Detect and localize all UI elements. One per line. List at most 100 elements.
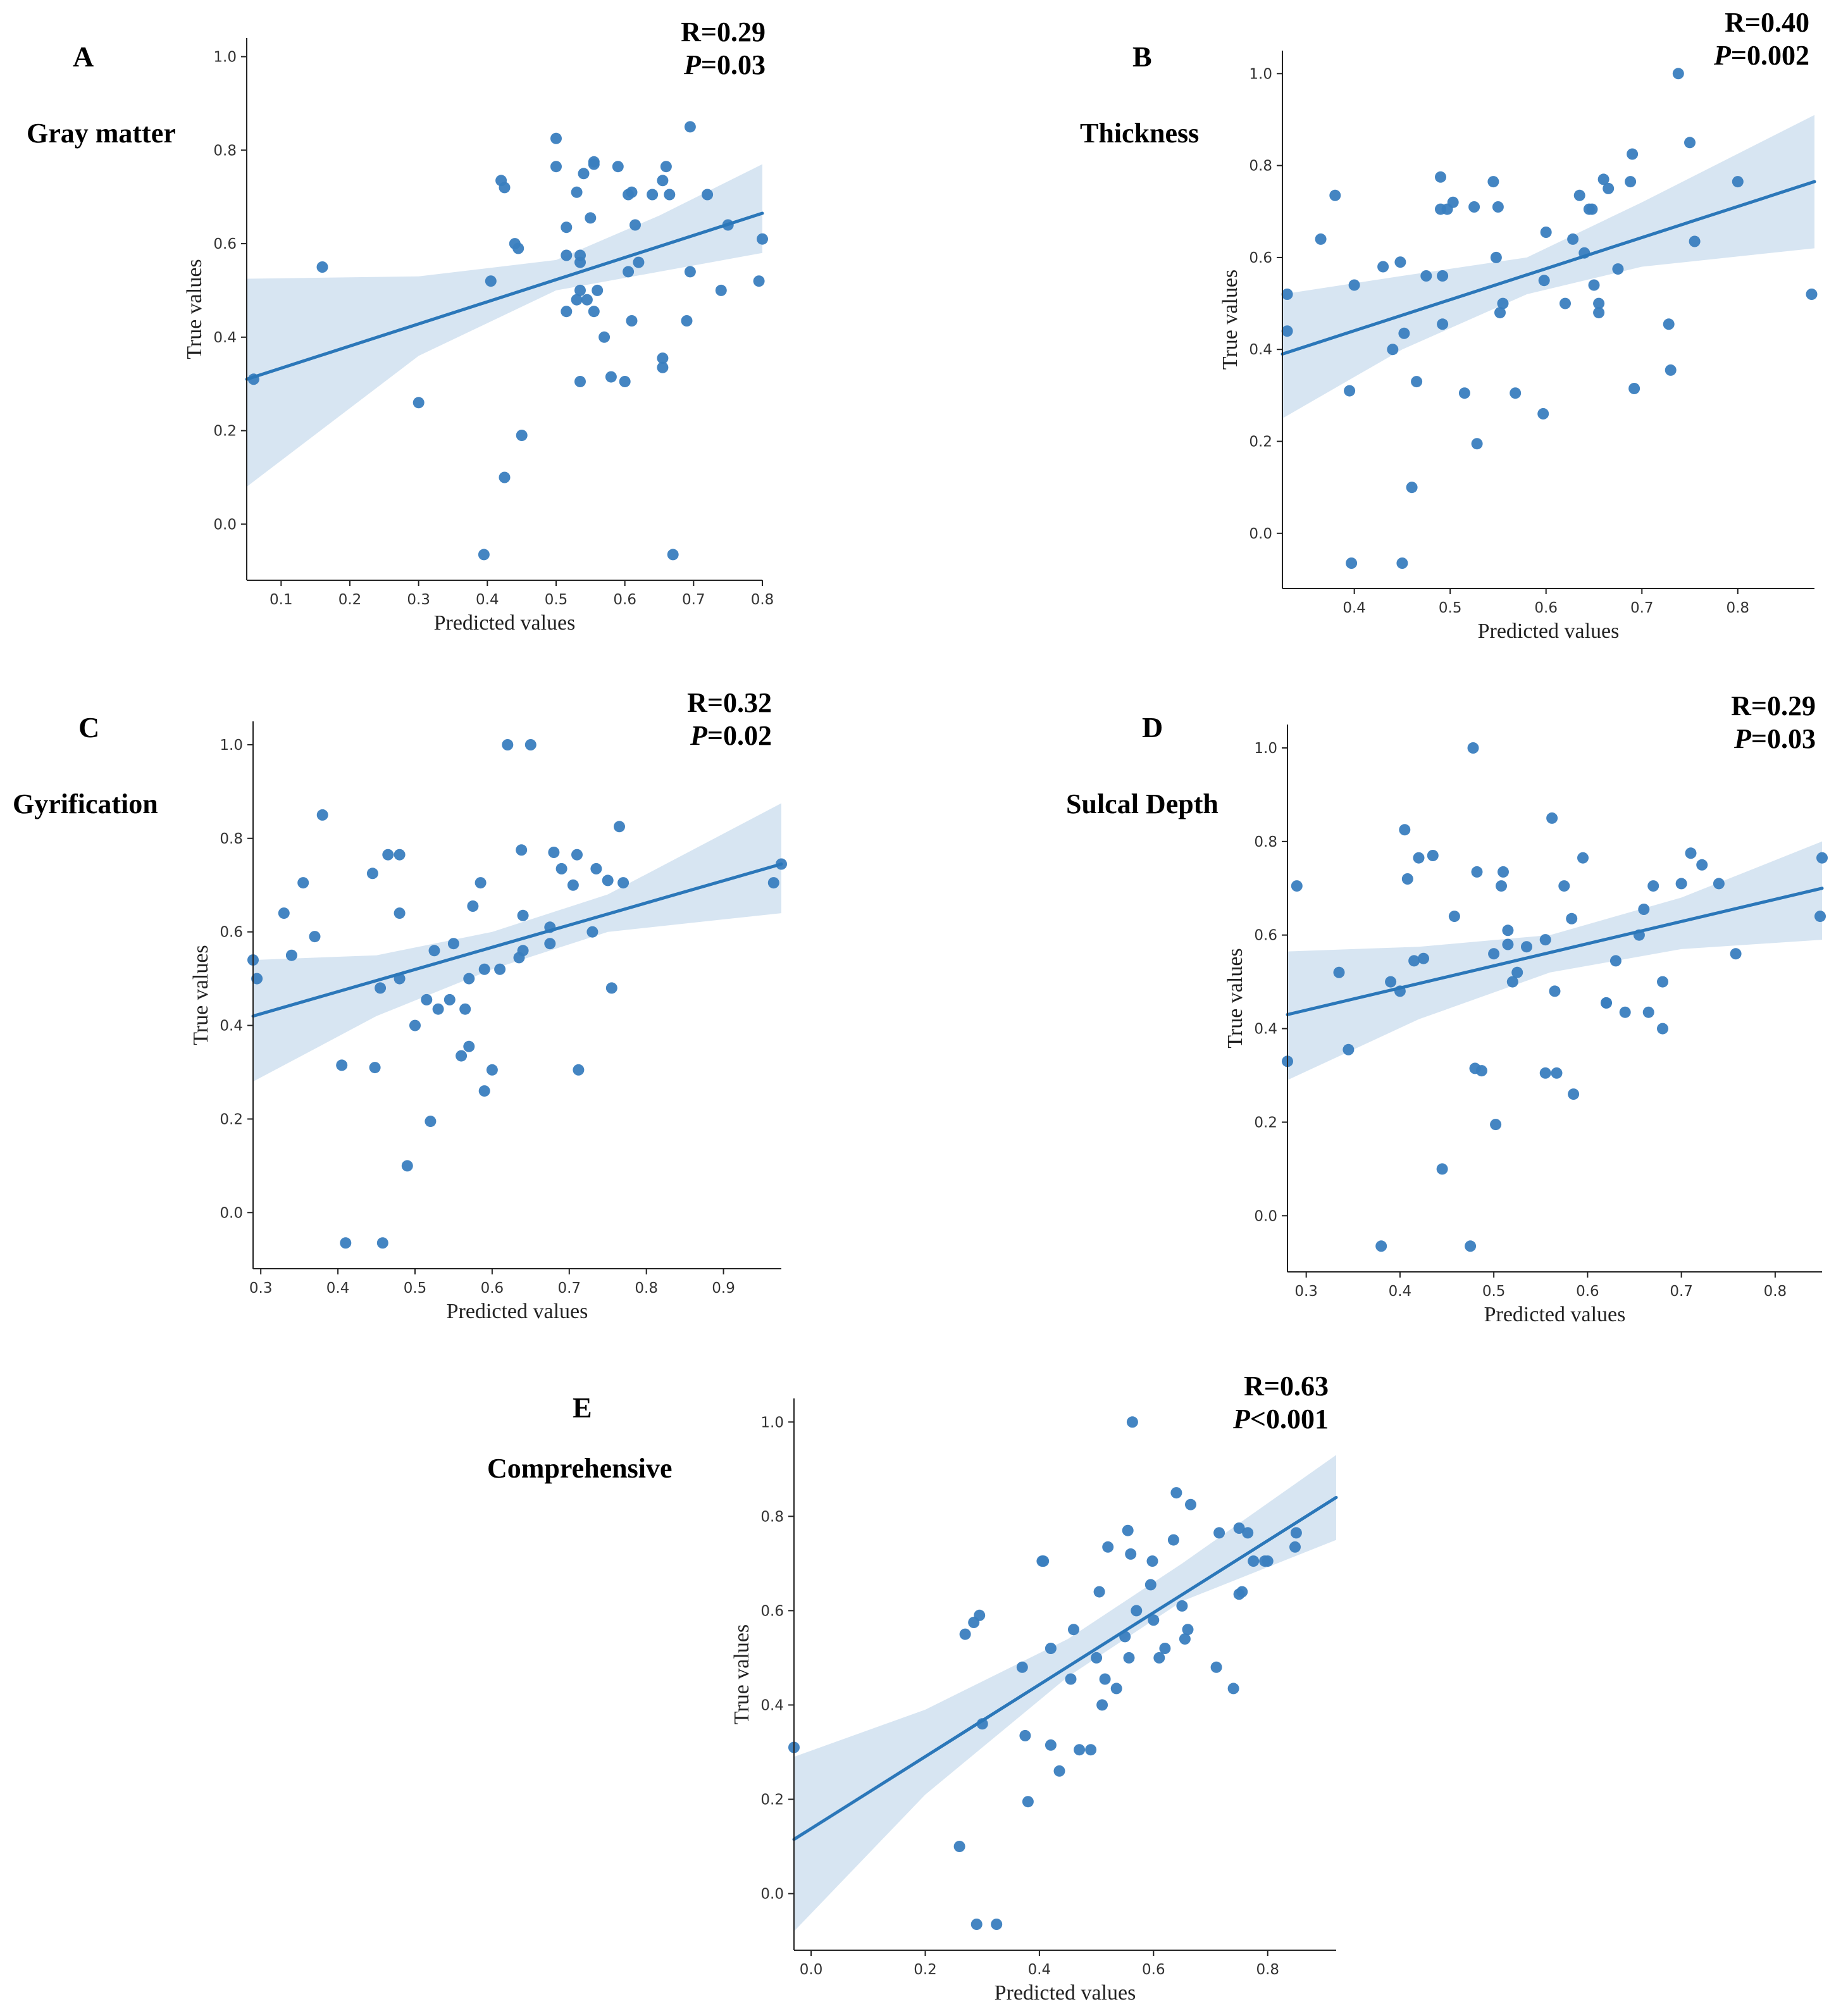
data-point (1497, 297, 1509, 309)
panel-d: 0.3 0.4 0.5 0.6 0.7 0.8 0.0 0.2 0.4 0.6 0.8 1.0 Pred… (1066, 690, 1828, 1326)
y-tick-label: 1.0 (1249, 66, 1272, 82)
y-tick-label: 0.4 (1254, 1021, 1277, 1038)
x-tick-label: 0.6 (1576, 1283, 1599, 1300)
data-point (626, 315, 638, 327)
y-tick-label: 1.0 (213, 49, 237, 66)
data-point (626, 186, 638, 198)
data-point (409, 1019, 421, 1031)
data-point (1344, 385, 1356, 397)
p-value: P=0.03 (683, 49, 766, 80)
x-tick-label: 0.8 (1764, 1283, 1787, 1300)
data-point (629, 219, 641, 231)
data-point (1588, 279, 1600, 291)
data-points (788, 1416, 1302, 1930)
data-point (715, 284, 727, 296)
regression-line (251, 862, 783, 1018)
data-point (297, 877, 309, 889)
panels: 0.1 0.2 0.3 0.4 0.5 0.6 0.7 0.8 0.0 0.2 0.4 0.6 0.8 1… (13, 7, 1828, 2004)
data-point (1329, 189, 1341, 201)
data-point (1038, 1555, 1050, 1567)
data-point (1315, 233, 1327, 245)
data-point (1475, 1065, 1487, 1077)
data-point (1093, 1586, 1105, 1598)
data-point (1091, 1652, 1103, 1664)
data-point (1167, 1534, 1179, 1546)
data-point (1437, 270, 1449, 282)
data-point (459, 1003, 471, 1015)
data-point (1068, 1624, 1079, 1636)
data-point (1506, 976, 1518, 988)
data-point (394, 849, 406, 861)
data-point (1413, 852, 1425, 864)
data-point (375, 982, 387, 994)
data-point (1053, 1765, 1065, 1777)
data-point (667, 549, 679, 561)
data-point (664, 189, 676, 201)
data-point (1577, 852, 1589, 864)
data-point (1490, 1119, 1502, 1131)
data-point (478, 549, 490, 561)
data-point (421, 993, 433, 1005)
data-point (602, 874, 614, 887)
data-point (376, 1237, 388, 1249)
data-point (684, 266, 696, 278)
data-point (561, 306, 573, 318)
r-value: R=0.63 (1244, 1371, 1329, 1402)
data-point (561, 221, 573, 233)
data-point (251, 973, 263, 985)
data-point (571, 849, 583, 861)
p-number: <0.001 (1250, 1403, 1329, 1435)
data-point (336, 1059, 348, 1071)
data-point (1558, 880, 1570, 892)
data-point (1406, 482, 1418, 494)
data-point (1170, 1487, 1182, 1499)
data-point (1348, 279, 1360, 291)
data-point (1638, 904, 1650, 915)
panel-title: Gray matter (27, 118, 176, 149)
data-point (1458, 387, 1470, 399)
data-point (1291, 880, 1303, 892)
data-point (1401, 873, 1413, 885)
data-point (1487, 176, 1499, 188)
x-tick-label: 0.2 (914, 1962, 937, 1978)
data-point (1540, 227, 1552, 238)
data-point (1182, 1624, 1194, 1636)
data-point (1176, 1600, 1188, 1612)
regression-line (1286, 887, 1824, 1016)
data-point (1498, 866, 1509, 878)
data-point (1586, 203, 1598, 215)
p-value: P<0.001 (1232, 1403, 1329, 1435)
x-tick-label: 0.4 (476, 592, 499, 608)
data-point (617, 877, 629, 889)
regression-line (245, 211, 764, 381)
data-point (1549, 985, 1561, 997)
data-point (401, 1160, 413, 1172)
data-point (1159, 1643, 1171, 1654)
x-tick-label: 0.4 (326, 1280, 350, 1297)
data-point (285, 949, 297, 961)
data-point (1125, 1548, 1137, 1560)
p-value: P=0.03 (1733, 723, 1816, 754)
data-point (561, 249, 573, 261)
data-point (474, 877, 487, 889)
data-point (1511, 966, 1523, 978)
y-tick-label: 1.0 (1254, 740, 1277, 757)
x-tick-label: 0.7 (1670, 1283, 1693, 1300)
data-point (1685, 847, 1697, 859)
data-point (1488, 948, 1500, 960)
data-point (494, 963, 506, 975)
p-symbol: P (683, 49, 702, 80)
y-tick-label: 0.6 (760, 1603, 784, 1619)
data-point (1713, 878, 1725, 890)
data-point (1601, 997, 1612, 1009)
data-point (586, 926, 598, 938)
data-point (499, 182, 511, 194)
data-point (1619, 1006, 1631, 1018)
regression-line (1281, 180, 1816, 356)
data-point (1110, 1683, 1122, 1695)
data-point (623, 266, 635, 278)
y-tick-label: 0.2 (220, 1111, 243, 1128)
panel-title: Thickness (1080, 118, 1199, 149)
data-point (369, 1062, 381, 1074)
data-point (1657, 976, 1668, 988)
